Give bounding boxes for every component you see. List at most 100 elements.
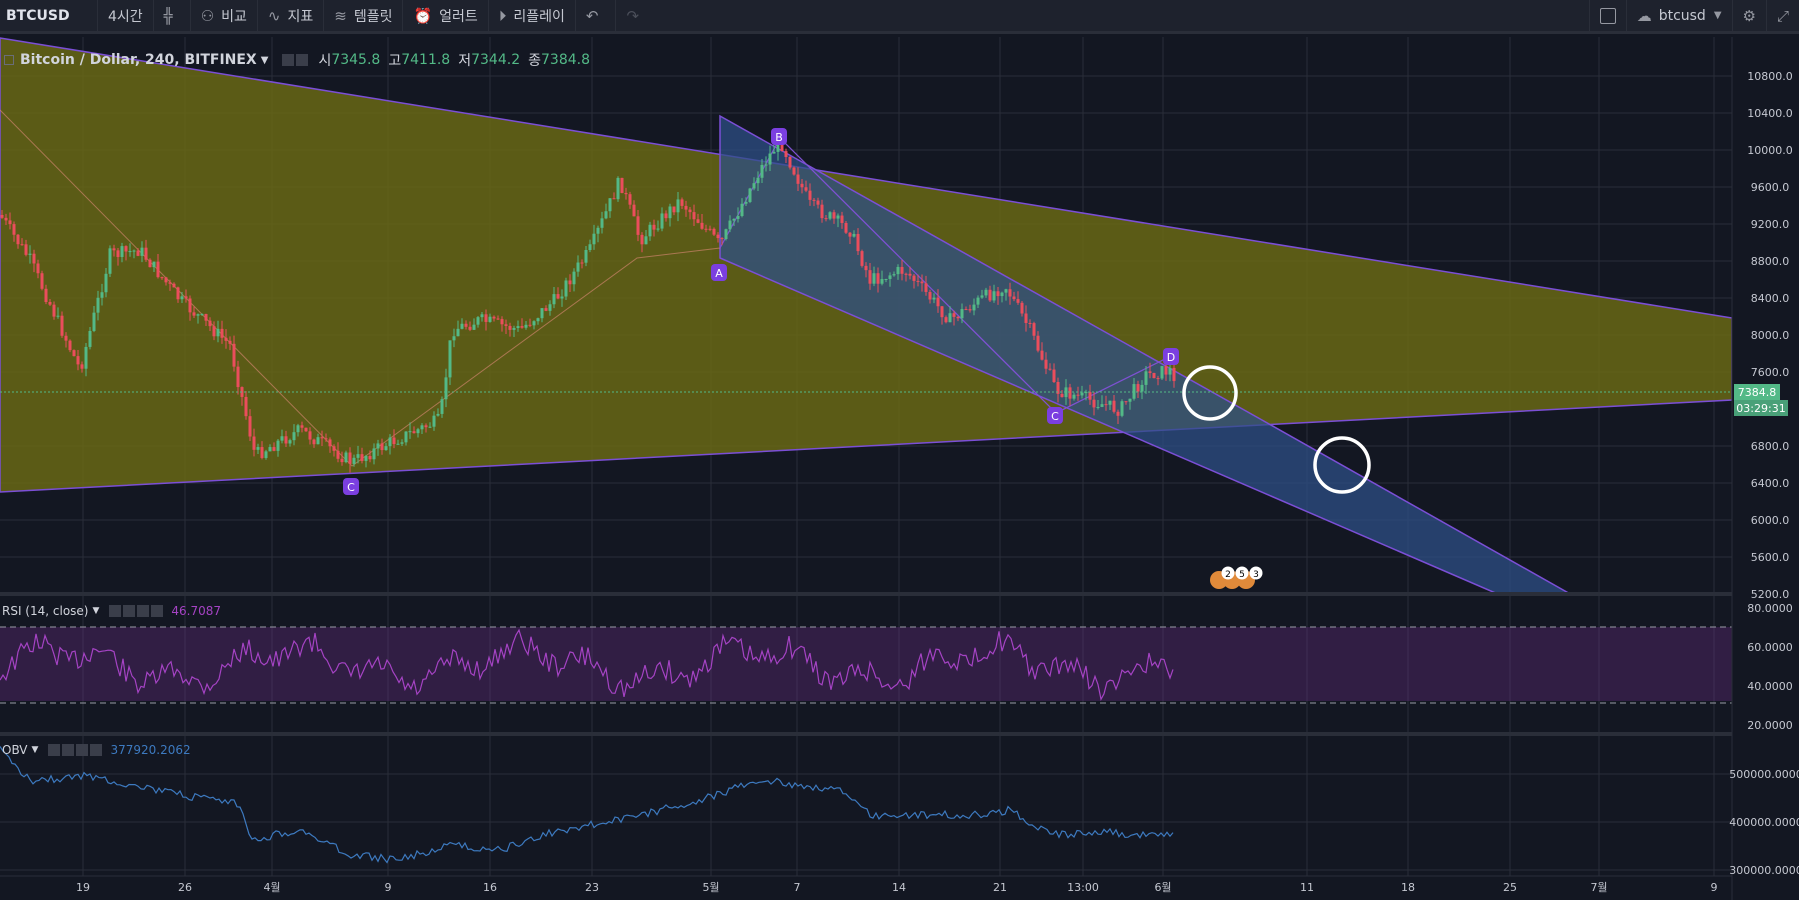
settings-small-icon[interactable] [296,54,309,66]
candle-body [880,279,884,284]
close-icon[interactable] [90,744,103,756]
indicators-button[interactable]: ∿ 지표 [258,0,325,33]
price-tick-label: 6800.0 [1751,440,1790,453]
candle-body [976,297,980,305]
candle-body [528,324,532,326]
eye-icon[interactable] [282,54,295,66]
candle-body [1104,404,1108,406]
candle-body [252,436,256,450]
candle-body [620,177,624,193]
candle-body [944,317,948,323]
candle-body [800,183,804,188]
pane-separator[interactable] [0,592,1732,596]
pane-separator[interactable] [0,732,1732,736]
eye-icon[interactable] [109,605,122,617]
candle-body [1132,384,1136,399]
pattern-label-c[interactable]: C [343,478,359,495]
candle-body [1028,322,1032,324]
candle-body [1040,350,1044,360]
compare-button[interactable]: ⚇ 비교 [191,0,258,33]
candle-body [828,212,832,219]
candlesticks [0,131,1176,473]
eye-icon[interactable] [48,744,61,756]
layout-name: btcusd [1658,7,1706,24]
candle-body [924,283,928,292]
candle-body [508,325,512,330]
candle-body [684,205,688,210]
candle-body [128,251,132,253]
obv-tick-label: 400000.0000 [1729,816,1799,829]
chart-style-button[interactable]: ╬ [154,0,191,33]
candle-body [1096,406,1100,408]
interval-button[interactable]: 4시간 [98,0,154,33]
price-axis[interactable] [1732,37,1799,900]
pattern-label-a[interactable]: A [711,264,727,281]
templates-button[interactable]: ≋ 템플릿 [324,0,404,33]
redo-button[interactable]: ↷ [616,0,656,33]
annotation-circle[interactable] [1182,365,1238,421]
candle-body [888,275,892,279]
caret-down-icon[interactable]: ▼ [31,745,39,755]
time-axis-labels[interactable]: 19 26 4월 9 16 23 5월 7 14 21 13:00 6월 11 18 25 7월 9 [76,881,1718,894]
close-value: 7384.8 [541,52,590,68]
symbol-search[interactable]: BTCUSD [0,0,98,33]
candle-body [236,366,240,388]
candle-body [1112,400,1116,412]
pattern-label-d[interactable]: D [1163,348,1179,365]
compare-icon: ⚇ [200,6,215,25]
candle-body [24,244,28,255]
plus-icon[interactable] [76,744,89,756]
annotation-circle[interactable] [1313,436,1371,494]
pattern-label-text: C [347,481,355,494]
rsi-band [0,627,1732,701]
candle-body [636,216,640,235]
plus-icon[interactable] [137,605,150,617]
candle-body [232,343,236,367]
candle-body [16,234,20,245]
candle-body [720,238,724,240]
settings-small-icon[interactable] [123,605,136,617]
settings-small-icon[interactable] [62,744,75,756]
price-tick-label: 7600.0 [1751,366,1790,379]
candle-body [1008,289,1012,297]
candle-body [1164,366,1168,375]
replay-button[interactable]: ⏵ 리플레이 [489,0,576,33]
collapse-icon[interactable] [4,55,14,65]
candle-body [988,289,992,301]
candle-body [516,326,520,329]
candle-body [4,217,8,221]
caret-down-icon[interactable]: ▼ [260,54,269,66]
series-title[interactable]: Bitcoin / Dollar, 240, BITFINEX [20,52,257,68]
layout-name-button[interactable]: ☁ btcusd ▼ [1625,0,1732,33]
undo-button[interactable]: ↶ [576,0,617,33]
candle-body [364,456,368,461]
caret-down-icon[interactable]: ▼ [92,606,100,616]
close-icon[interactable] [151,605,164,617]
candle-body [724,229,728,240]
pattern-label-b[interactable]: B [771,128,787,145]
gear-icon: ⚙ [1742,6,1756,25]
candle-body [524,324,528,328]
rsi-title[interactable]: RSI (14, close) [2,604,89,618]
candle-body [420,425,424,430]
candle-body [812,199,816,201]
alerts-button[interactable]: ⏰ 얼러트 [403,0,489,33]
pattern-label-c[interactable]: C [1047,407,1063,424]
event-badges[interactable]: 2 5 3 [1210,566,1263,590]
candle-body [980,295,984,298]
candle-body [68,340,72,351]
candle-body [836,215,840,219]
time-tick-label: 4월 [263,881,280,894]
candle-body [716,234,720,239]
candle-body [964,309,968,311]
candle-body [756,177,760,184]
obv-title[interactable]: OBV [2,743,28,757]
settings-button[interactable]: ⚙ [1731,0,1766,33]
pattern-label-text: A [715,267,723,280]
fullscreen-mode-button[interactable] [1588,0,1626,33]
candle-body [996,291,1000,297]
rsi-value: 46.7087 [171,604,222,618]
expand-button[interactable]: ⤢ [1765,0,1799,33]
candle-body [520,326,524,328]
